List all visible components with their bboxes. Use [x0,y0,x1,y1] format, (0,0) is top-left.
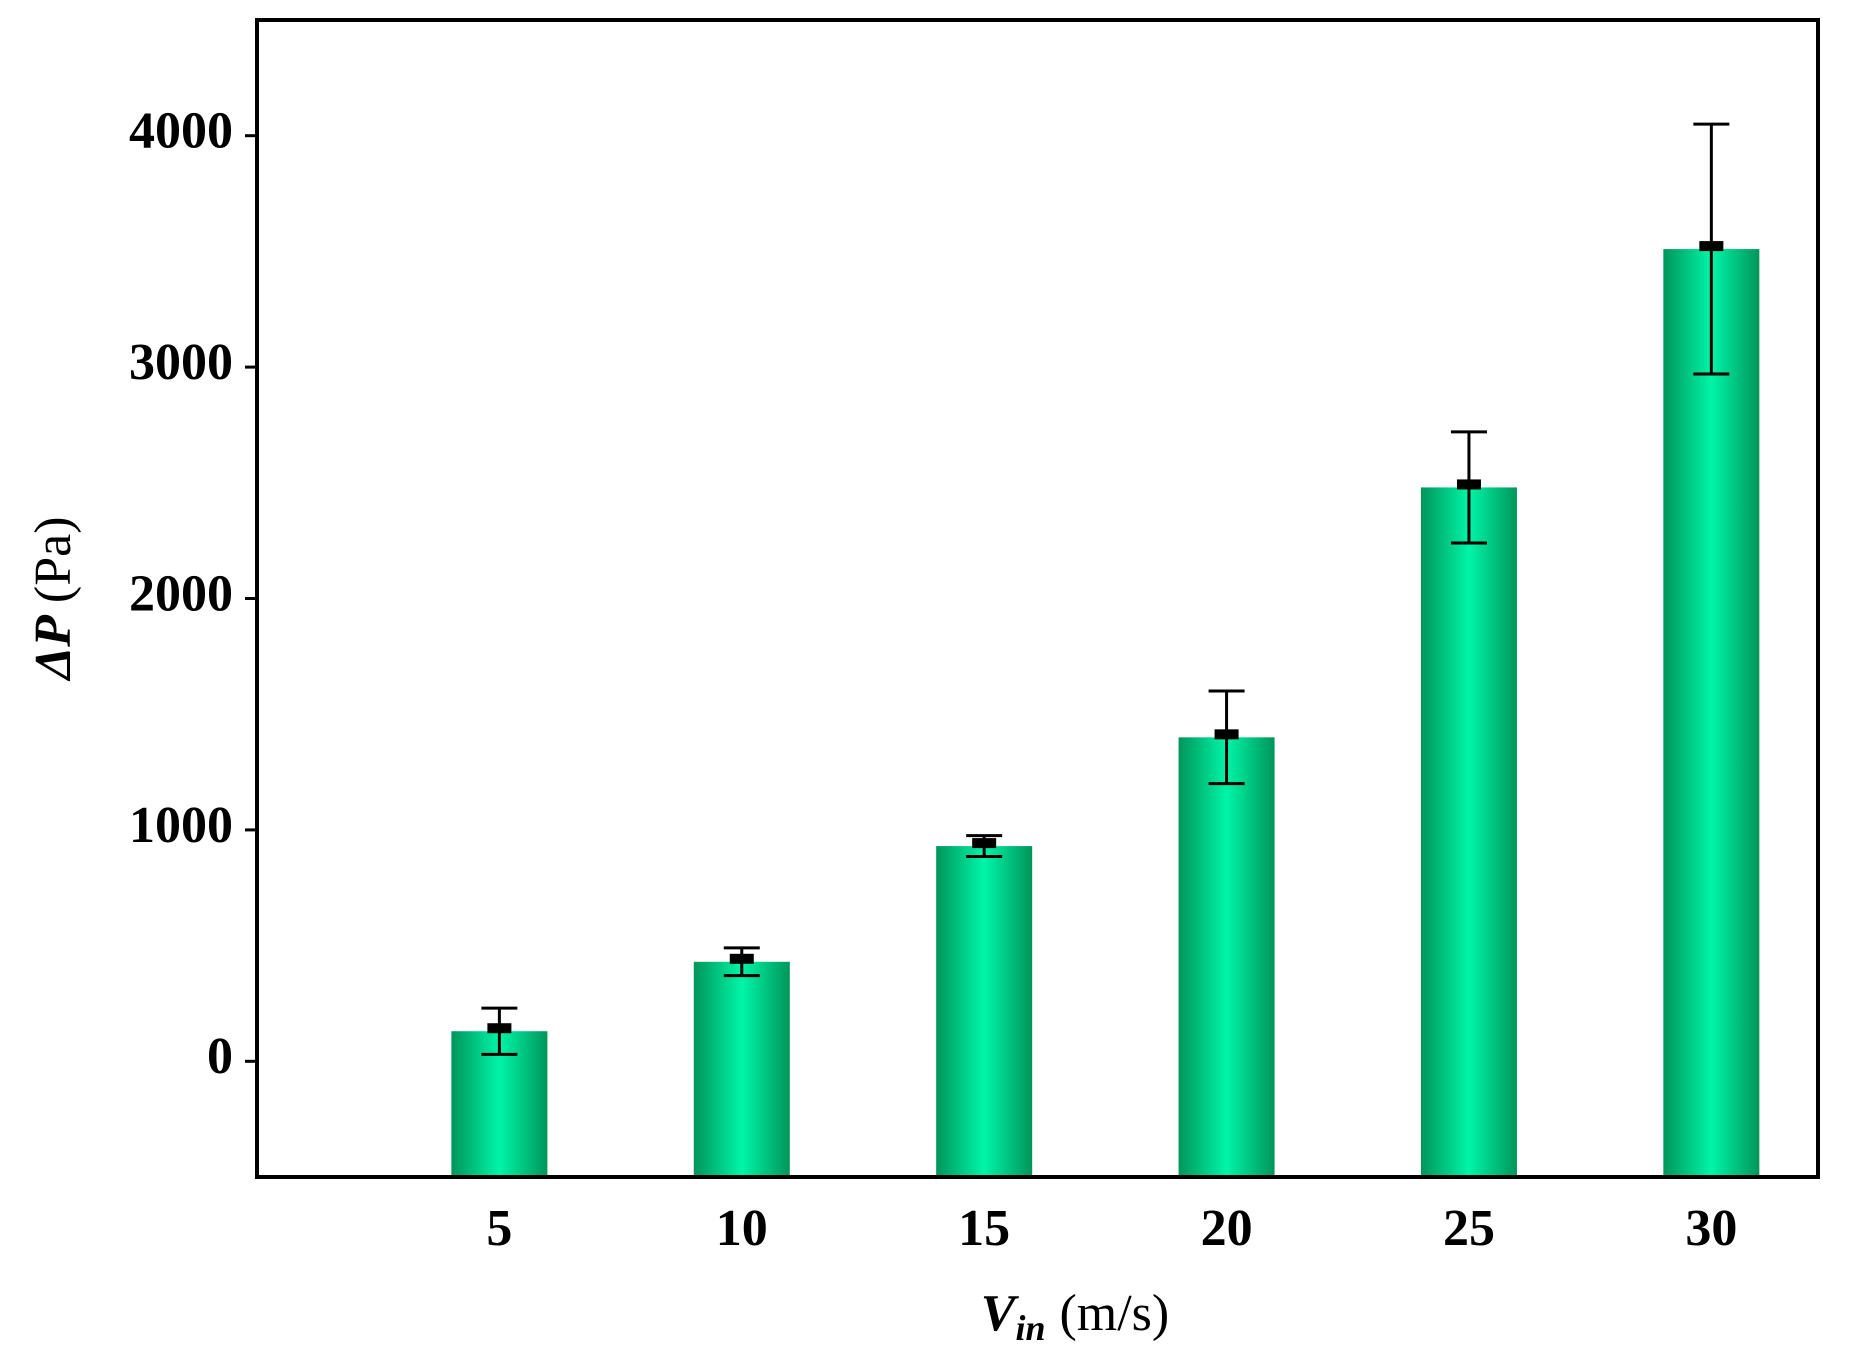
mean-marker [729,953,754,964]
plot-frame [255,18,1820,1179]
bar [936,846,1033,1177]
y-tick-label: 3000 [129,334,233,391]
x-tick-label: 20 [1201,1200,1253,1257]
x-label-symbol: V [981,1285,1020,1342]
y-label-symbol: ΔP [25,614,82,682]
y-tick-label: 1000 [129,797,233,854]
x-tick-label: 10 [716,1200,768,1257]
bar [693,961,790,1177]
y-tick-label: 4000 [129,103,233,160]
x-label-subscript: in [1015,1308,1045,1348]
mean-marker [487,1023,512,1034]
bar [1663,249,1760,1177]
mean-marker [1456,479,1481,490]
y-axis-label: ΔP (Pa) [25,516,82,681]
x-label-unit: (m/s) [1059,1285,1169,1342]
x-tick-label: 25 [1443,1200,1495,1257]
y-tick-label: 2000 [129,565,233,622]
mean-marker [1214,729,1239,740]
bar [1420,487,1517,1178]
mean-marker [972,838,997,849]
x-tick-label: 30 [1685,1200,1737,1257]
bar [1178,737,1275,1177]
y-tick-label: 0 [207,1028,233,1085]
x-tick-label: 5 [486,1200,512,1257]
x-tick-label: 15 [958,1200,1010,1257]
y-label-unit: (Pa) [25,516,82,603]
mean-marker [1699,241,1724,252]
x-axis-label: Vin (m/s) [981,1285,1169,1348]
